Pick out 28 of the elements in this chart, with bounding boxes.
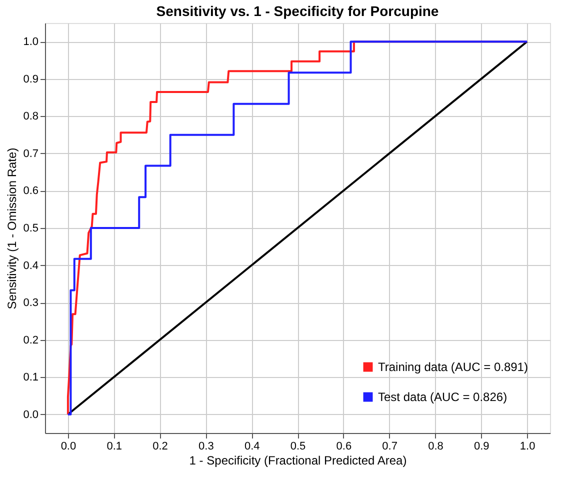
x-tick-label: 0.1 [106,440,122,452]
y-tick-label: 0.8 [23,110,38,123]
x-tick-label: 0.6 [336,440,352,452]
x-tick-label: 0.8 [428,440,444,452]
x-tick-label: 0.4 [244,440,260,452]
y-tick-label: 0.2 [23,334,38,346]
y-tick-label: 0.5 [23,222,38,234]
x-tick-label: 0.5 [290,440,306,452]
y-tick-label: 0.6 [23,185,38,198]
x-tick-label: 0.2 [152,440,168,452]
y-tick-label: 0.4 [23,260,38,272]
y-axis-title: Sensitivity (1 - Omission Rate) [5,148,20,310]
chart-title: Sensitivity vs. 1 - Specificity for Porcupine [156,3,439,19]
y-tick-label: 0.7 [23,148,38,160]
y-tick-label: 0.1 [23,372,38,384]
x-axis-title: 1 - Specificity (Fractional Predicted Area) [189,454,407,468]
legend-label: Training data (AUC = 0.891) [378,360,528,374]
x-tick-label: 0.9 [474,440,490,452]
y-tick-label: 0.3 [23,297,38,310]
legend-label: Test data (AUC = 0.826) [378,390,508,404]
y-tick-label: 0.9 [23,73,38,86]
x-tick-label: 0.7 [382,440,398,452]
x-tick-label: 0.0 [60,440,76,452]
y-tick-label: 0.0 [23,408,38,421]
y-tick-label: 1.0 [23,36,38,48]
x-tick-label: 1.0 [520,440,536,452]
x-tick-label: 0.3 [198,440,214,452]
line-series [66,40,528,416]
